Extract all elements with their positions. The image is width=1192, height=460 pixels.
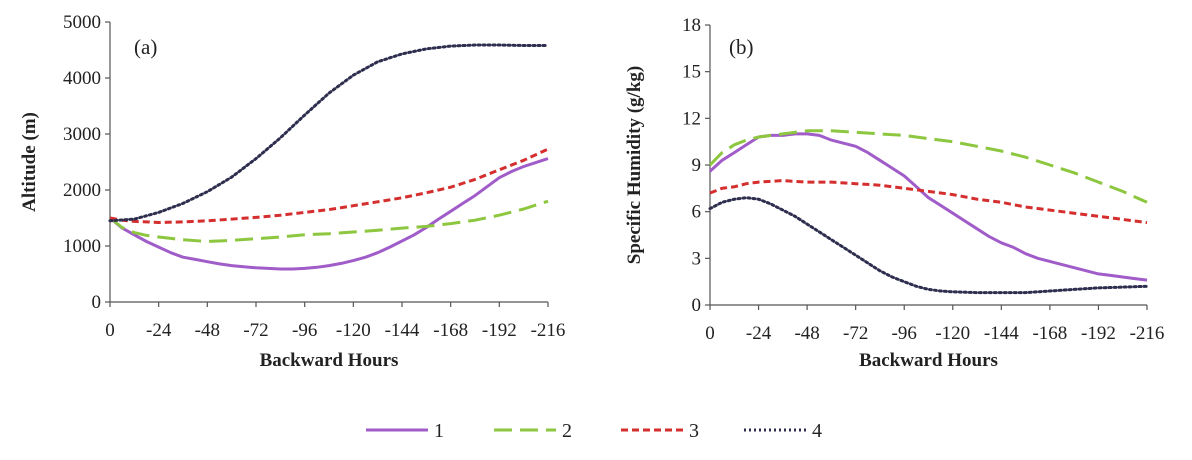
altitude-x-tick-label: -216 [531, 320, 566, 341]
legend-label-2: 2 [562, 420, 572, 442]
humidity-y-tick-label: 9 [692, 155, 702, 176]
altitude-series-1-line [109, 157, 549, 271]
humidity-x-tick-label: -144 [984, 323, 1019, 344]
legend-label-1: 1 [434, 420, 444, 442]
humidity-x-tick-label: -96 [892, 323, 917, 344]
altitude-y-tick-label: 1000 [63, 236, 101, 257]
humidity-y-tick-label: 15 [682, 62, 701, 83]
altitude-x-tick-label: -192 [482, 320, 517, 341]
altitude-y-tick-label: 4000 [63, 68, 101, 89]
altitude-series-2-line [109, 199, 549, 243]
altitude-y-tick-label: 0 [92, 292, 102, 313]
humidity-x-tick-label: -216 [1130, 323, 1165, 344]
humidity-y-axis-title: Specific Humidity (g/kg) [624, 66, 645, 264]
altitude-panel-label: (a) [134, 35, 157, 59]
altitude-x-tick-label: -120 [336, 320, 371, 341]
altitude-series-3-line [109, 147, 549, 224]
humidity-series-2-line [708, 129, 1148, 204]
altitude-x-axis-title: Backward Hours [260, 350, 399, 371]
altitude-y-tick-label: 5000 [63, 12, 101, 33]
altitude-panel: 0 1000 2000 3000 4000 5000 0 -24 -48 -72 -96 -120 -1… [19, 12, 565, 371]
altitude-series-4-line [108, 43, 550, 223]
humidity-x-tick-label: -192 [1081, 323, 1116, 344]
humidity-y-tick-label: 18 [682, 15, 701, 36]
legend-label-3: 3 [689, 420, 699, 442]
humidity-panel-label: (b) [729, 35, 754, 59]
altitude-x-tick-label: -72 [243, 320, 268, 341]
altitude-y-tick-label: 3000 [63, 124, 101, 145]
altitude-x-tick-label: -144 [385, 320, 420, 341]
legend-label-4: 4 [812, 420, 822, 442]
humidity-panel: 0 3 6 9 12 15 18 0 -24 -48 -72 -96 -120 -144 -168 -192-… [624, 15, 1164, 371]
humidity-x-axis-title: Backward Hours [859, 350, 998, 371]
humidity-y-tick-label: 12 [682, 108, 701, 129]
altitude-y-tick-label: 2000 [63, 180, 101, 201]
humidity-y-tick-label: 3 [692, 248, 702, 269]
altitude-x-tick-label: -168 [433, 320, 468, 341]
humidity-y-tick-label: 6 [692, 202, 702, 223]
altitude-x-tick-label: 0 [105, 320, 115, 341]
legend: 1 2 3 4 [366, 420, 822, 442]
altitude-x-tick-label: -24 [146, 320, 172, 341]
humidity-y-tick-label: 0 [692, 295, 702, 316]
altitude-y-axis-title: Altitude (m) [19, 112, 40, 212]
humidity-x-tick-label: -48 [794, 323, 819, 344]
humidity-x-tick-label: -72 [843, 323, 868, 344]
altitude-x-tick-label: -48 [195, 320, 220, 341]
humidity-x-tick-label: 0 [705, 323, 715, 344]
altitude-x-tick-label: -96 [292, 320, 317, 341]
humidity-x-tick-label: -120 [935, 323, 970, 344]
humidity-x-tick-label: -24 [746, 323, 772, 344]
humidity-series-3-line [709, 179, 1148, 225]
humidity-x-tick-label: -168 [1032, 323, 1067, 344]
humidity-series-4-line [708, 196, 1149, 295]
